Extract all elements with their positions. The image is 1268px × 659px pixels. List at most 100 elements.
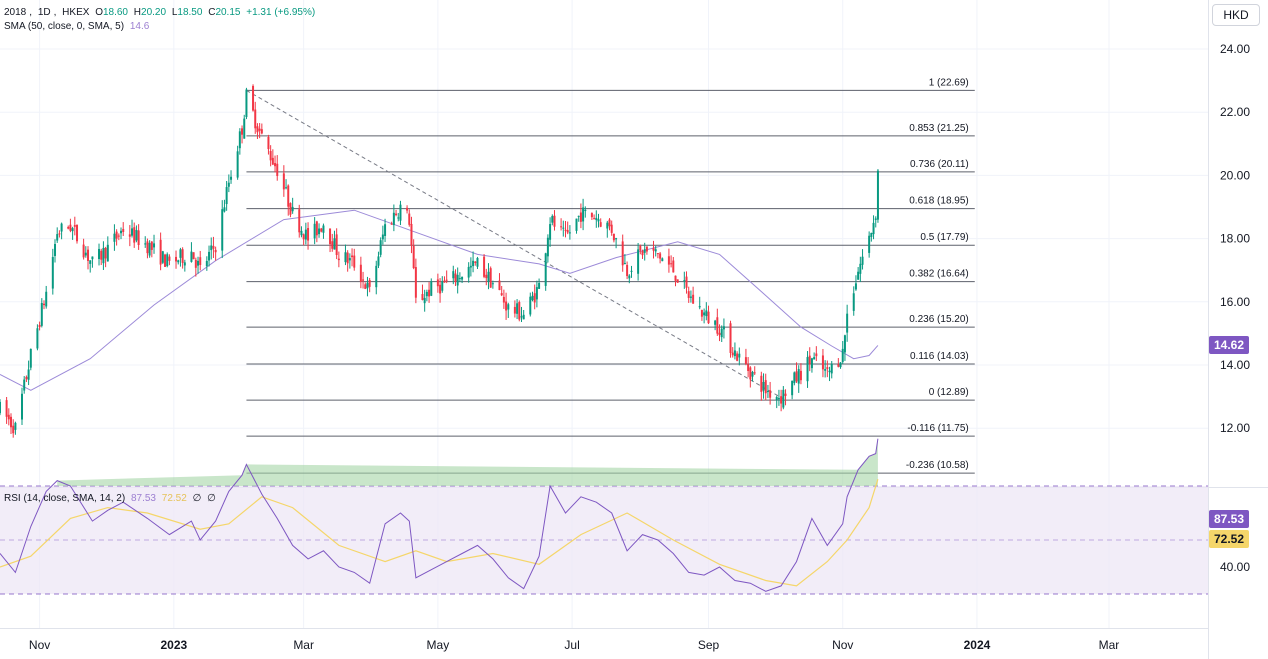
candlestick-series bbox=[0, 84, 879, 438]
candle-body bbox=[505, 301, 508, 311]
candle-body bbox=[73, 225, 76, 227]
candle-body bbox=[128, 234, 131, 237]
time-tick-label: Nov bbox=[832, 638, 853, 652]
rsi-overbought-fill bbox=[57, 438, 878, 486]
time-tick-label: 2023 bbox=[160, 638, 187, 652]
candle-body bbox=[575, 218, 578, 231]
candle-body bbox=[315, 221, 318, 236]
candle-body bbox=[302, 234, 305, 240]
price-axis[interactable]: 24.00 22.00 20.00 18.00 16.00 14.00 12.00 40.00 bbox=[1220, 42, 1250, 574]
candle-body bbox=[828, 370, 831, 373]
candle-body bbox=[23, 379, 26, 391]
fib-level-label: 0.116 (14.03) bbox=[910, 351, 969, 362]
sma-legend[interactable]: SMA (50, close, 0, SMA, 5) 14.6 bbox=[4, 20, 318, 34]
candle-body bbox=[487, 271, 490, 282]
time-axis[interactable]: Nov 2023 Mar May Jul Sep Nov 2024 Mar bbox=[29, 638, 1119, 652]
currency-button[interactable]: HKD bbox=[1212, 4, 1260, 26]
candle-body bbox=[445, 279, 448, 281]
rsi-line bbox=[0, 438, 879, 592]
candle-body bbox=[148, 242, 151, 256]
candle-body bbox=[181, 249, 184, 263]
candle-body bbox=[137, 230, 140, 245]
candle-body bbox=[784, 393, 787, 396]
rsi-legend[interactable]: RSI (14, close, SMA, 14, 2) 87.53 72.52 … bbox=[4, 493, 219, 504]
candle-body bbox=[414, 267, 417, 298]
candle-body bbox=[639, 245, 642, 251]
candle-body bbox=[241, 128, 244, 135]
candle-body bbox=[0, 401, 1, 414]
candle-body bbox=[348, 258, 351, 261]
candle-body bbox=[236, 151, 239, 178]
candle-body bbox=[436, 279, 439, 287]
symbol-line: 2018, 1D, HKEX O18.60 H20.20 L18.50 C20.… bbox=[4, 7, 316, 18]
candle-body bbox=[223, 207, 226, 212]
candle-body bbox=[298, 209, 301, 233]
candle-body bbox=[593, 218, 596, 220]
candle-body bbox=[612, 233, 615, 241]
candle-body bbox=[531, 295, 534, 301]
candle-body bbox=[584, 209, 587, 212]
candle-body bbox=[183, 262, 186, 266]
candle-body bbox=[518, 302, 521, 320]
rsi-value-tag: 87.53 bbox=[1209, 510, 1250, 528]
candle-body bbox=[27, 369, 30, 380]
candle-body bbox=[692, 294, 695, 304]
candle-body bbox=[615, 238, 618, 240]
candle-body bbox=[425, 291, 428, 297]
fibonacci-retracement[interactable]: 1 (22.69) 0.853 (21.25) 0.736 (20.11) 0.618… bbox=[246, 77, 975, 474]
candle-body bbox=[808, 355, 811, 365]
rsi-extra-1: ∅ bbox=[192, 493, 202, 504]
candle-body bbox=[731, 352, 734, 356]
candle-body bbox=[843, 335, 846, 353]
candle-body bbox=[595, 217, 598, 221]
candle-body bbox=[797, 369, 800, 384]
symbol: 2018 bbox=[4, 7, 27, 18]
candle-body bbox=[516, 303, 519, 314]
candle-body bbox=[54, 244, 57, 256]
candle-body bbox=[100, 250, 103, 260]
candle-body bbox=[458, 278, 461, 280]
candle-body bbox=[269, 151, 272, 161]
candle-body bbox=[826, 367, 829, 369]
candle-body bbox=[562, 227, 565, 229]
candle-body bbox=[359, 264, 362, 282]
candle-body bbox=[364, 284, 367, 289]
candle-body bbox=[760, 375, 763, 392]
candle-body bbox=[793, 372, 796, 384]
candle-body bbox=[841, 348, 844, 362]
candle-body bbox=[806, 357, 809, 382]
candle-body bbox=[513, 306, 516, 314]
candle-body bbox=[320, 228, 323, 232]
candle-body bbox=[733, 350, 736, 357]
candle-body bbox=[51, 257, 54, 289]
candle-body bbox=[214, 249, 217, 253]
candle-body bbox=[205, 260, 208, 267]
price-tick-label: 20.00 bbox=[1220, 168, 1250, 182]
candle-body bbox=[368, 279, 371, 287]
candle-body bbox=[10, 416, 13, 428]
candle-body bbox=[177, 260, 180, 263]
candle-body bbox=[590, 213, 593, 218]
candle-body bbox=[285, 187, 288, 189]
time-tick-label: 2024 bbox=[964, 638, 991, 652]
candle-body bbox=[467, 266, 470, 278]
candle-body bbox=[791, 380, 794, 396]
candle-body bbox=[777, 398, 780, 400]
candle-body bbox=[412, 245, 415, 269]
candle-body bbox=[656, 253, 659, 255]
time-tick-label: May bbox=[427, 638, 450, 652]
candle-body bbox=[307, 228, 310, 241]
candle-body bbox=[683, 280, 686, 282]
fib-level-label: 0.736 (20.11) bbox=[910, 159, 969, 170]
candle-body bbox=[144, 243, 147, 245]
candle-body bbox=[560, 226, 563, 228]
candle-body bbox=[390, 223, 393, 225]
candle-body bbox=[568, 232, 571, 234]
candle-body bbox=[14, 422, 17, 430]
candle-body bbox=[544, 253, 547, 286]
candle-body bbox=[491, 283, 494, 285]
candle-body bbox=[384, 224, 387, 236]
candle-body bbox=[729, 323, 732, 353]
candle-body bbox=[824, 369, 827, 371]
